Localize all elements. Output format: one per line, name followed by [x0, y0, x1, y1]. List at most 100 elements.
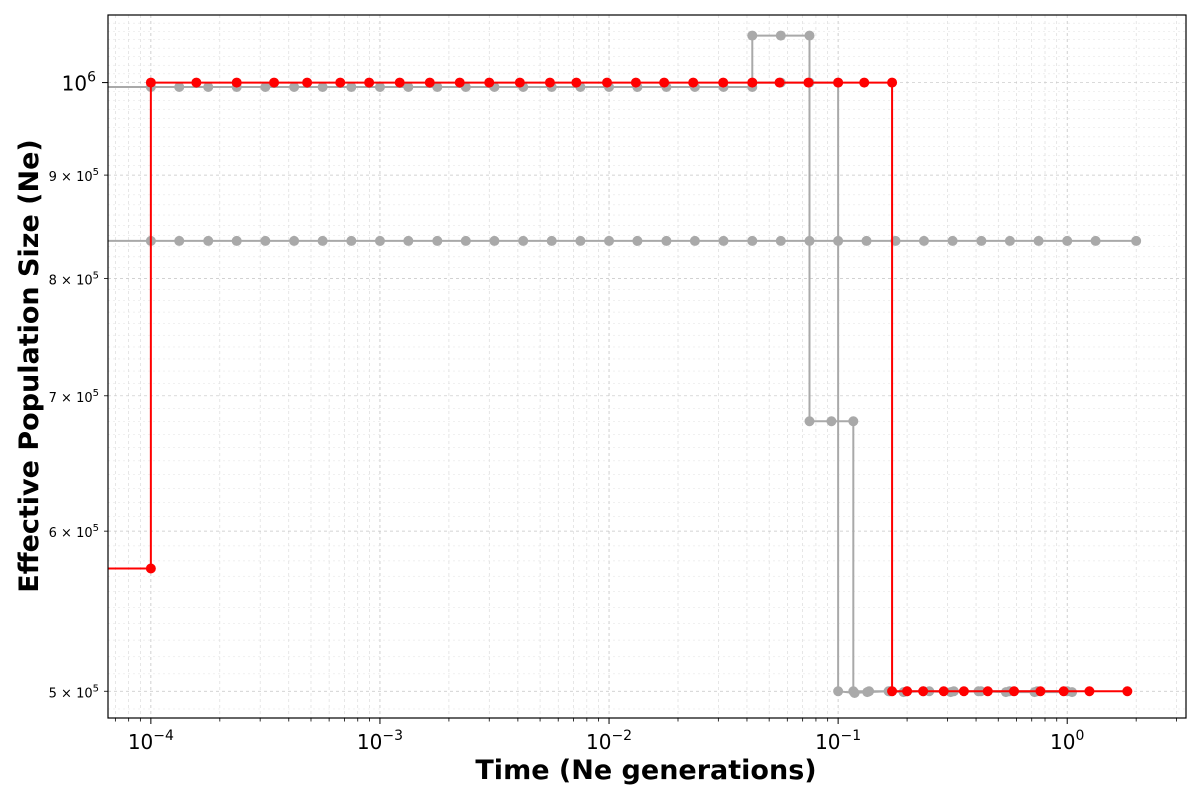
data-point [335, 77, 346, 88]
data-point [1035, 686, 1046, 697]
data-point [1004, 235, 1015, 246]
x-tick-label-mantissa: 10 [586, 730, 611, 754]
y-tick-label-exponent: 5 [93, 271, 99, 282]
grid-layer [108, 15, 1186, 718]
y-tick-label: 7 × 105 [49, 388, 99, 406]
data-point [833, 686, 844, 697]
data-point [718, 235, 729, 246]
data-point [804, 30, 815, 41]
data-point [902, 686, 913, 697]
data-point [289, 235, 300, 246]
data-point [958, 686, 969, 697]
data-point [602, 77, 613, 88]
series-gray-2 [747, 77, 1078, 699]
data-point [432, 235, 443, 246]
x-tick-label: 100 [1050, 728, 1084, 754]
data-point [1058, 686, 1069, 697]
data-point [826, 416, 837, 427]
data-point [145, 77, 156, 88]
data-point [191, 77, 202, 88]
data-point [976, 235, 987, 246]
data-point [630, 77, 641, 88]
data-point [403, 235, 414, 246]
data-point [374, 235, 385, 246]
x-tick-label: 10−4 [128, 728, 174, 754]
data-point [689, 235, 700, 246]
y-tick-label: 8 × 105 [49, 271, 99, 289]
data-point [862, 687, 873, 698]
y-tick-label-mantissa: 7 × 10 [49, 391, 93, 406]
data-point [1122, 686, 1133, 697]
data-point [718, 77, 729, 88]
y-tick-label: 106 [62, 70, 96, 96]
y-tick-label-mantissa: 8 × 10 [49, 274, 93, 289]
data-point [454, 77, 465, 88]
data-point [803, 77, 814, 88]
data-point [394, 77, 405, 88]
series-line [108, 81, 1128, 693]
data-point [231, 235, 242, 246]
data-point [688, 77, 699, 88]
x-tick-label: 10−3 [357, 728, 403, 754]
data-point [317, 81, 328, 92]
data-point [575, 235, 586, 246]
y-tick-label: 5 × 105 [49, 683, 99, 701]
data-point [1009, 686, 1020, 697]
data-point [861, 235, 872, 246]
x-tick-label-exponent: −2 [611, 728, 632, 744]
y-tick-label-mantissa: 6 × 10 [49, 526, 93, 541]
series-gray-0 [108, 235, 1142, 246]
data-point [1062, 235, 1073, 246]
x-tick-label-mantissa: 10 [1050, 730, 1075, 754]
data-point [514, 77, 525, 88]
data-point [849, 688, 860, 699]
data-point [833, 77, 844, 88]
data-point [174, 81, 185, 92]
data-point [544, 77, 555, 88]
y-tick-label: 9 × 105 [49, 167, 99, 185]
data-point [632, 235, 643, 246]
data-point [887, 686, 898, 697]
series-red-3 [108, 77, 1133, 697]
data-point [982, 686, 993, 697]
y-tick-label-mantissa: 5 × 10 [49, 686, 93, 701]
x-tick-label-exponent: 0 [1075, 728, 1084, 744]
data-point [859, 77, 870, 88]
x-tick-label-mantissa: 10 [357, 730, 382, 754]
x-tick-label-mantissa: 10 [815, 730, 840, 754]
data-point [1090, 235, 1101, 246]
data-point [460, 235, 471, 246]
data-point [203, 235, 214, 246]
data-point [302, 77, 313, 88]
y-tick-label-exponent: 5 [93, 523, 99, 534]
data-point [775, 30, 786, 41]
data-point [546, 235, 557, 246]
data-point [364, 77, 375, 88]
data-point [774, 77, 785, 88]
data-point [432, 81, 443, 92]
data-point [1033, 235, 1044, 246]
data-point [145, 563, 156, 574]
data-point [260, 235, 271, 246]
data-point [174, 235, 185, 246]
data-point [203, 81, 214, 92]
data-point [374, 81, 385, 92]
data-point [1131, 235, 1142, 246]
data-point [747, 30, 758, 41]
y-axis-label: Effective Population Size (Ne) [14, 139, 45, 593]
x-tick-label-exponent: −1 [841, 728, 862, 744]
data-point [918, 235, 929, 246]
data-point [747, 77, 758, 88]
data-point [938, 686, 949, 697]
data-point [424, 77, 435, 88]
x-tick-label-mantissa: 10 [128, 730, 153, 754]
data-point [848, 416, 859, 427]
x-tick-label-exponent: −3 [382, 728, 403, 744]
y-tick-label-mantissa: 9 × 10 [49, 170, 93, 185]
data-point [346, 235, 357, 246]
data-point [346, 81, 357, 92]
data-point [403, 81, 414, 92]
data-point [289, 81, 300, 92]
